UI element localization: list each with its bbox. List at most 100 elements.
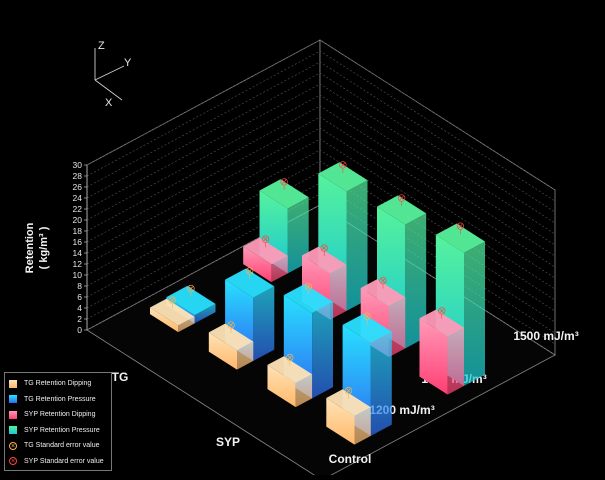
error-marker-x <box>306 284 311 289</box>
z-gridline <box>86 149 556 301</box>
error-marker-x <box>346 388 351 393</box>
z-tick-label: 26 <box>73 182 83 192</box>
legend-label-tg-pressure: TG Retention Pressure <box>24 395 96 403</box>
error-marker <box>168 296 176 304</box>
legend-swatch-tg-pressure <box>9 395 17 404</box>
syp-error-marker-icon: × <box>9 457 17 466</box>
z-tick-label: 14 <box>73 248 83 258</box>
error-marker-x <box>399 195 404 201</box>
bar-top-face <box>259 179 309 209</box>
z-gridline <box>86 72 556 224</box>
bar-front-face <box>150 307 179 333</box>
error-marker <box>187 284 195 293</box>
bar-tg-retention-pressure-1 <box>225 267 275 361</box>
bar-side-face <box>388 297 406 358</box>
legend-item-syp-dipping: SYP Retention Dipping <box>9 407 107 423</box>
error-marker <box>320 244 328 252</box>
triad-x-line <box>94 79 123 101</box>
bar-top-face <box>318 162 368 192</box>
legend-item-tg-error: × TG Standard error value <box>9 438 107 454</box>
z-gridline <box>86 171 556 323</box>
bar-front-face <box>267 364 296 408</box>
bar-top-face <box>283 283 333 314</box>
bar-side-face <box>178 316 195 333</box>
bar-top-face <box>326 389 371 416</box>
bar-top-face <box>208 323 254 351</box>
z-tick-label: 8 <box>77 281 82 291</box>
z-tick-label: 30 <box>73 160 83 170</box>
z-tick-label: 2 <box>77 314 82 324</box>
z-tick-label: 20 <box>73 215 83 225</box>
z-gridline <box>86 61 556 213</box>
bar-top-face <box>267 356 313 383</box>
bar-side-face <box>295 374 313 408</box>
bar-top-face <box>360 279 406 306</box>
bar-tg-retention-dipping-0 <box>150 296 195 333</box>
triad-x-label: X <box>105 97 113 109</box>
legend-item-tg-pressure: TG Retention Pressure <box>9 392 107 408</box>
z-gridline <box>86 105 556 257</box>
bar-top-face <box>435 223 485 253</box>
legend-swatch-syp-pressure <box>9 426 17 435</box>
bar-side-face <box>194 303 216 324</box>
z-tick-label: 4 <box>77 303 82 313</box>
bar-tg-retention-dipping-1 <box>208 321 254 370</box>
bar-front-face <box>208 332 237 370</box>
bar-side-face <box>370 331 392 436</box>
z-tick-label: 10 <box>73 270 83 280</box>
error-marker-x <box>458 224 463 229</box>
error-marker-x <box>282 179 287 184</box>
error-marker <box>246 267 254 275</box>
bar-front-face <box>419 318 448 395</box>
bar-top-face <box>419 309 464 337</box>
error-marker-x <box>263 237 268 242</box>
error-marker <box>379 276 387 285</box>
legend-item-syp-error: × SYP Standard error value <box>9 454 107 470</box>
bar-top-face <box>225 268 275 298</box>
error-marker-x <box>322 246 327 251</box>
bar-side-face <box>237 341 254 370</box>
error-marker-x <box>188 286 193 291</box>
z-axis-unit: ( kg/m³ ) <box>38 226 50 269</box>
error-marker <box>261 235 270 243</box>
z-axis-title: Retention <box>24 222 36 273</box>
treatment-label-3: 1500 mJ/m³ <box>513 329 578 343</box>
error-marker <box>280 178 288 186</box>
legend-swatch-syp-dipping <box>9 410 17 419</box>
error-marker <box>344 387 353 395</box>
error-marker-x <box>380 278 386 283</box>
bar-front-face <box>243 246 272 283</box>
error-marker-x <box>247 268 252 274</box>
triad-y-line <box>94 65 125 81</box>
z-gridline <box>86 160 556 312</box>
z-gridline <box>86 138 556 290</box>
z-tick-label: 28 <box>73 171 83 181</box>
bar-side-face <box>346 180 368 311</box>
error-marker-x <box>439 308 444 313</box>
error-marker-x <box>228 322 234 328</box>
legend-item-tg-dipping: TG Retention Dipping <box>9 376 107 392</box>
error-marker <box>456 222 465 230</box>
legend-label-syp-dipping: SYP Retention Dipping <box>24 411 96 419</box>
error-marker-x <box>340 162 345 167</box>
bar-top-face <box>377 195 427 225</box>
legend-label-syp-pressure: SYP Retention Pressure <box>24 426 100 434</box>
bar-side-face <box>287 197 309 274</box>
bar-top-face <box>302 246 347 274</box>
error-marker-x <box>365 314 370 319</box>
error-marker <box>438 307 446 315</box>
bar-syp-retention-dipping-3 <box>419 307 464 395</box>
legend-item-syp-pressure: SYP Retention Pressure <box>9 423 107 439</box>
bar-side-face <box>271 255 288 283</box>
error-marker <box>304 282 313 291</box>
triad-y-label: Y <box>124 57 132 69</box>
error-marker <box>286 353 294 362</box>
error-marker <box>339 161 347 169</box>
z-tick-label: 18 <box>73 226 83 236</box>
tg-error-marker-icon: × <box>9 441 17 450</box>
z-tick-label: 12 <box>73 259 83 269</box>
error-marker-x <box>287 355 292 360</box>
z-gridline <box>86 83 556 235</box>
